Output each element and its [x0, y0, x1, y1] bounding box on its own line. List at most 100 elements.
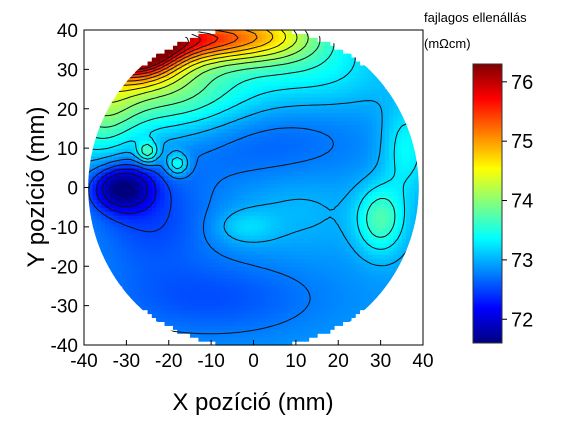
heatmap-cell	[253, 85, 259, 90]
heatmap-cell	[122, 278, 127, 283]
heatmap-cell	[164, 120, 170, 126]
heatmap-cell	[363, 242, 369, 248]
heatmap-cell	[164, 313, 170, 319]
heatmap-cell	[198, 266, 204, 271]
heatmap-cell	[304, 222, 310, 228]
heatmap-cell	[308, 100, 314, 106]
heatmap-cell	[130, 285, 136, 291]
heatmap-cell	[181, 242, 187, 248]
heatmap-cell	[376, 128, 382, 133]
heatmap-cell	[156, 85, 161, 90]
heatmap-cell	[308, 301, 314, 307]
heatmap-cell	[151, 156, 157, 161]
heatmap-cell	[177, 89, 183, 94]
heatmap-cell	[321, 297, 327, 303]
heatmap-cell	[304, 93, 310, 98]
heatmap-cell	[151, 211, 157, 216]
heatmap-cell	[160, 100, 166, 106]
heatmap-cell	[245, 37, 250, 43]
heatmap-cell	[223, 329, 229, 334]
heatmap-cell	[215, 309, 221, 315]
heatmap-cell	[177, 175, 183, 181]
heatmap-cell	[168, 57, 174, 63]
heatmap-cell	[270, 297, 276, 303]
heatmap-cell	[355, 156, 361, 161]
heatmap-cell	[249, 89, 255, 94]
heatmap-cell	[350, 215, 356, 220]
heatmap-cell	[211, 183, 216, 189]
heatmap-cell	[139, 104, 144, 110]
heatmap-cell	[223, 242, 229, 248]
heatmap-cell	[139, 140, 144, 145]
heatmap-cell	[317, 317, 322, 322]
heatmap-cell	[92, 222, 98, 228]
heatmap-cell	[240, 187, 246, 193]
heatmap-cell	[194, 136, 200, 141]
heatmap-cell	[274, 195, 280, 200]
heatmap-cell	[355, 108, 361, 114]
heatmap-cell	[287, 297, 293, 303]
heatmap-cell	[177, 203, 183, 208]
heatmap-cell	[274, 234, 280, 240]
heatmap-cell	[168, 266, 174, 271]
heatmap-cell	[245, 238, 250, 244]
heatmap-cell	[380, 207, 386, 212]
heatmap-cell	[261, 187, 267, 193]
heatmap-cell	[232, 199, 238, 204]
heatmap-cell	[198, 124, 204, 130]
heatmap-cell	[168, 163, 174, 169]
heatmap-cell	[168, 270, 174, 275]
heatmap-cell	[291, 140, 297, 145]
heatmap-cell	[304, 65, 310, 70]
heatmap-cell	[376, 282, 382, 287]
heatmap-cell	[355, 203, 361, 208]
heatmap-cell	[257, 289, 263, 295]
heatmap-cell	[253, 116, 259, 122]
heatmap-cell	[274, 274, 280, 279]
heatmap-cell	[134, 274, 140, 279]
heatmap-cell	[384, 167, 390, 173]
heatmap-cell	[393, 215, 399, 220]
heatmap-cell	[291, 152, 297, 157]
heatmap-cell	[240, 41, 246, 47]
heatmap-cell	[240, 246, 246, 252]
heatmap-cell	[126, 242, 132, 248]
heatmap-cell	[367, 254, 373, 259]
heatmap-cell	[270, 222, 276, 228]
heatmap-cell	[317, 187, 322, 193]
heatmap-cell	[329, 266, 335, 271]
heatmap-cell	[164, 116, 170, 122]
heatmap-cell	[245, 53, 250, 59]
heatmap-cell	[236, 33, 242, 39]
heatmap-cell	[393, 104, 399, 110]
heatmap-cell	[219, 49, 225, 55]
heatmap-cell	[156, 156, 161, 161]
heatmap-cell	[172, 301, 178, 307]
heatmap-cell	[96, 242, 102, 248]
heatmap-cell	[206, 199, 212, 204]
heatmap-cell	[130, 104, 136, 110]
heatmap-cell	[236, 242, 242, 248]
heatmap-cell	[346, 108, 352, 114]
heatmap-cell	[185, 219, 191, 224]
heatmap-cell	[206, 112, 212, 118]
heatmap-cell	[160, 77, 166, 82]
heatmap-cell	[143, 175, 149, 181]
heatmap-cell	[384, 203, 390, 208]
heatmap-cell	[240, 152, 246, 157]
heatmap-cell	[283, 282, 288, 287]
heatmap-cell	[160, 187, 166, 193]
heatmap-cell	[134, 128, 140, 133]
heatmap-cell	[206, 69, 212, 74]
heatmap-cell	[168, 293, 174, 299]
heatmap-cell	[223, 305, 229, 311]
heatmap-cell	[223, 289, 229, 295]
heatmap-cell	[359, 69, 365, 74]
heatmap-cell	[376, 289, 382, 295]
heatmap-cell	[232, 278, 238, 283]
heatmap-cell	[88, 159, 94, 165]
heatmap-cell	[321, 93, 327, 98]
heatmap-cell	[92, 152, 98, 157]
heatmap-cell	[245, 226, 250, 232]
heatmap-cell	[291, 183, 297, 189]
